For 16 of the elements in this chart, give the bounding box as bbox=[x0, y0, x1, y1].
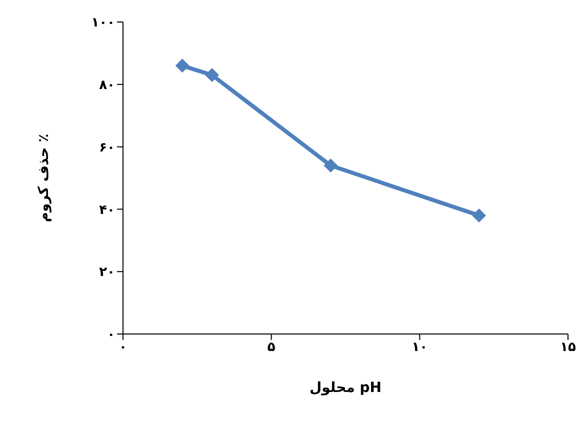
x-tick-label: ۱۰ bbox=[412, 340, 428, 356]
y-axis-title: ٪ حذف کروم bbox=[36, 134, 52, 222]
x-axis-title: pH محلول bbox=[309, 380, 382, 396]
point bbox=[175, 58, 190, 73]
x-tick-label: ۰ bbox=[119, 340, 127, 356]
y-tick-label: ۸۰ bbox=[99, 78, 115, 94]
point bbox=[472, 208, 486, 222]
y-tick-label: ۲۰ bbox=[99, 265, 115, 280]
point bbox=[205, 68, 219, 82]
y-tick-label: ۶۰ bbox=[99, 140, 115, 156]
y-tick-label: ۱۰۰ bbox=[91, 16, 115, 31]
x-tick-label: ۵ bbox=[267, 340, 276, 356]
point bbox=[324, 158, 338, 173]
x-tick-label: ۱۵ bbox=[560, 340, 576, 356]
y-tick-label: ۴۰ bbox=[99, 202, 115, 218]
y-tick-label: ۰ bbox=[107, 328, 115, 343]
